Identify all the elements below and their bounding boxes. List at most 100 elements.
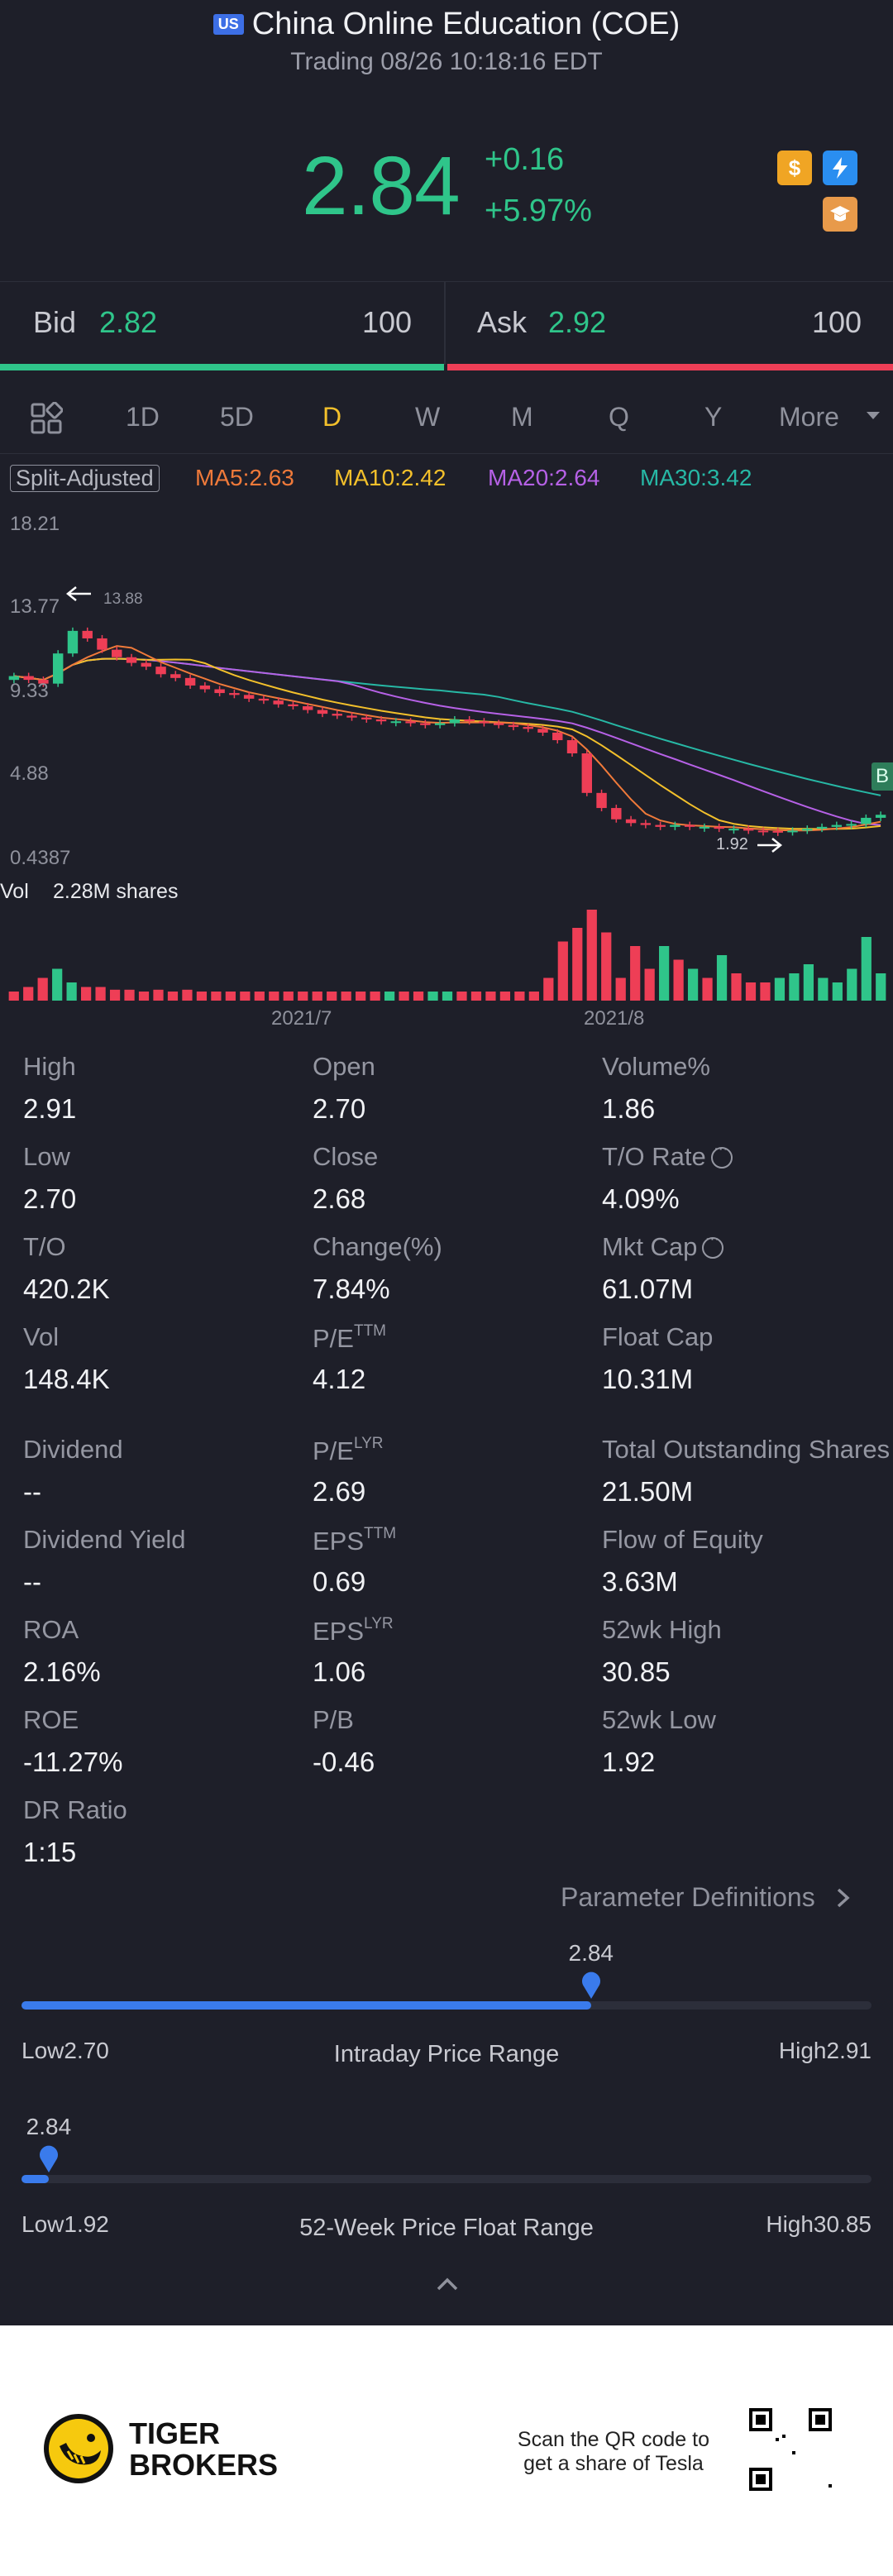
candle-body	[434, 723, 446, 725]
candle-body	[229, 693, 240, 695]
x-axis-label-aug: 2021/8	[584, 1007, 645, 1030]
candle-body	[596, 792, 607, 809]
candlestick-chart[interactable]: 18.21 13.77 9.33 4.88 0.4387 13.88 1.92 …	[0, 496, 893, 1030]
volume-bar	[760, 982, 771, 1001]
qr-module	[756, 2415, 766, 2425]
stat-label: Volume%	[602, 1052, 710, 1082]
stat-value: 10.31M	[602, 1364, 694, 1394]
tab-q[interactable]: Q	[609, 402, 629, 432]
volume-bar	[687, 968, 699, 1001]
stock-title: US China Online Education (COE)	[0, 7, 893, 42]
tab-m[interactable]: M	[511, 402, 533, 432]
volume-bar	[615, 977, 626, 1001]
tab-y[interactable]: Y	[704, 402, 723, 432]
stat-label: Open	[313, 1052, 375, 1082]
bid-label: Bid	[33, 305, 77, 339]
stat-value: -11.27%	[23, 1747, 123, 1777]
qr-module	[815, 2415, 825, 2425]
info-icon[interactable]	[702, 1230, 724, 1259]
candle-body	[184, 677, 196, 686]
volume-bar	[774, 977, 786, 1001]
y-axis-label-2: 13.77	[10, 595, 60, 618]
tab-more[interactable]: More	[779, 402, 839, 432]
stat-label-text: P/B	[313, 1705, 354, 1734]
stat-label: EPSTTM	[313, 1525, 396, 1556]
volume-bar	[876, 973, 886, 1001]
tab-5d[interactable]: 5D	[220, 402, 254, 432]
volume-bar	[832, 982, 843, 1001]
ma5-label: MA5:2.63	[195, 465, 294, 490]
candle-body	[728, 829, 739, 831]
stat-label: DR Ratio	[23, 1795, 127, 1825]
intraday-current-label: 2.84	[568, 1940, 614, 1966]
chevron-up-icon[interactable]	[435, 2276, 460, 2296]
stat-value: --	[23, 1566, 41, 1597]
candle-body	[625, 819, 637, 824]
candle-body	[566, 740, 578, 753]
graduation-cap-icon[interactable]	[823, 197, 857, 232]
stat-value: 1.92	[602, 1747, 656, 1777]
qr-module	[782, 2435, 786, 2438]
candle-body	[655, 824, 666, 827]
y-axis-label-3: 9.33	[10, 680, 49, 702]
intraday-high: High2.91	[778, 2038, 872, 2063]
stat-label-superscript: TTM	[364, 1525, 397, 1542]
chevron-down-icon[interactable]	[865, 410, 881, 426]
tab-w[interactable]: W	[415, 402, 441, 432]
info-icon[interactable]	[710, 1140, 733, 1169]
stat-label-text: Flow of Equity	[602, 1525, 763, 1554]
volume-bar	[66, 982, 77, 1001]
stat-label-text: EPS	[313, 1527, 365, 1556]
stat-label: Dividend Yield	[23, 1525, 185, 1555]
stat-value: --	[23, 1476, 41, 1507]
buy-marker[interactable]: B	[872, 762, 893, 791]
volume-bar	[702, 977, 713, 1001]
split-adjusted-toggle[interactable]: Split-Adjusted	[10, 465, 160, 492]
stat-label-text: ROA	[23, 1615, 79, 1644]
candle-body	[714, 826, 724, 829]
y-axis-label-bottom: 0.4387	[10, 847, 71, 869]
volume-bar	[499, 992, 511, 1001]
tiger-logo-icon	[43, 2413, 114, 2488]
volume-bar	[818, 977, 829, 1001]
tab-d[interactable]: D	[322, 402, 342, 432]
high-price-marker: 13.88	[103, 590, 143, 608]
stat-label-text: Open	[313, 1052, 375, 1081]
stat-value: 1.86	[602, 1093, 656, 1124]
stat-label-text: P/E	[313, 1436, 354, 1465]
scan-line-2: get a share of Tesla	[523, 2452, 704, 2475]
tab-1d[interactable]: 1D	[126, 402, 160, 432]
parameter-definitions-label: Parameter Definitions	[561, 1882, 815, 1912]
brand-line-2: BROKERS	[129, 2448, 279, 2482]
ask-quantity: 100	[812, 305, 862, 339]
footer-banner: TIGER BROKERS Scan the QR code to get a …	[0, 2325, 893, 2576]
bid-price: 2.82	[99, 305, 158, 339]
intraday-range: 2.84 Low2.70 Intraday Price Range High2.…	[0, 1935, 893, 2076]
stat-label: Float Cap	[602, 1322, 713, 1352]
candle-body	[155, 667, 166, 675]
candle-body	[552, 732, 563, 741]
stat-label: Dividend	[23, 1435, 123, 1465]
bid-ratio-bar	[0, 364, 444, 370]
volume-bar	[601, 932, 612, 1001]
bid-ask-divider	[444, 282, 446, 365]
candle-body	[317, 710, 328, 714]
grid-layout-icon[interactable]	[30, 401, 64, 439]
parameter-definitions-link[interactable]: Parameter Definitions	[561, 1882, 852, 1913]
stat-label-text: Volume%	[602, 1052, 710, 1081]
lightning-icon[interactable]	[823, 151, 857, 185]
period-tabs: 1D 5D D W M Q Y More	[0, 387, 893, 454]
chart-canvas[interactable]	[0, 496, 893, 1017]
dollar-icon[interactable]: $	[777, 151, 812, 185]
stat-label-superscript: LYR	[364, 1615, 394, 1632]
ask-ratio-bar	[447, 364, 893, 370]
volume-bar	[399, 992, 409, 1001]
stat-label-text: Vol	[23, 1322, 60, 1351]
volume-bar	[23, 987, 34, 1001]
stat-value: 61.07M	[602, 1274, 694, 1304]
stat-label-text: Low	[23, 1142, 70, 1171]
low-price-marker: 1.92	[716, 835, 748, 853]
stat-label: T/O	[23, 1232, 66, 1262]
candle-body	[38, 680, 49, 684]
candle-body	[684, 824, 695, 827]
